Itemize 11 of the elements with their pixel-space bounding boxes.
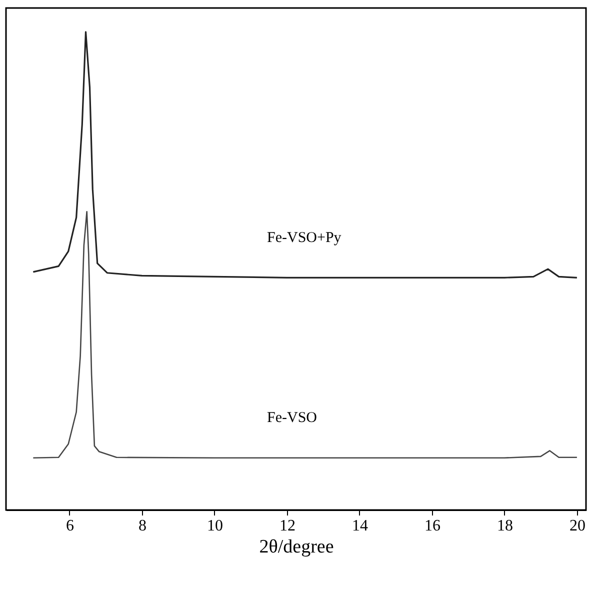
x-tick-label: 14 <box>352 518 368 534</box>
x-tick-label: 8 <box>138 518 146 534</box>
x-tick-label: 20 <box>569 518 586 534</box>
x-tick-label: 16 <box>424 518 440 534</box>
x-tick-label: 6 <box>66 518 74 534</box>
x-axis-title: 2θ/degree <box>259 536 334 558</box>
x-tick-label: 18 <box>496 518 513 534</box>
x-tick-label: 12 <box>279 518 296 534</box>
text: Fe-VSO <box>267 410 318 426</box>
x-tick-label: 10 <box>206 518 223 534</box>
text: Fe-VSO+Py <box>267 230 342 246</box>
